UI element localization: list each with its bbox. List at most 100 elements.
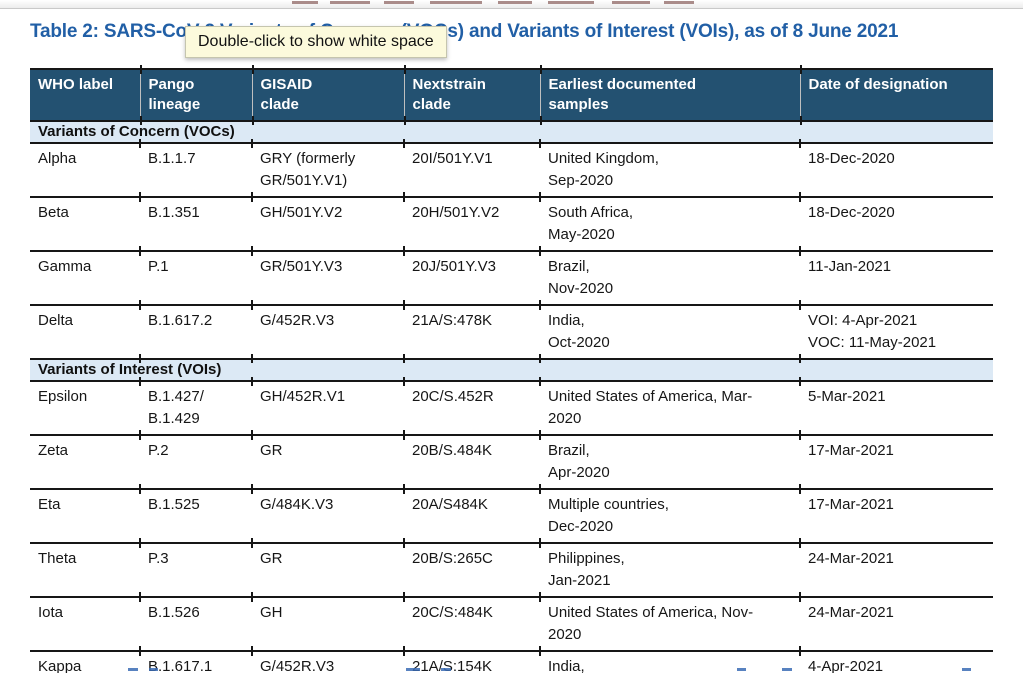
variants-table: WHO label Pango lineage GISAID clade Nex… <box>30 66 993 673</box>
table-title: Table 2: SARS-CoV-2 Variants of Concern … <box>30 21 899 42</box>
cropped-text-fragment <box>128 668 138 671</box>
cropped-text-fragment <box>330 1 370 4</box>
cell-pango-lineage: B.1.1.7 <box>139 140 252 202</box>
cell-earliest-samples: Philippines, Jan-2021 <box>539 540 800 602</box>
cell-date-designation: 18-Dec-2020 <box>799 194 993 256</box>
cell-gisaid-clade: GRY (formerly GR/501Y.V1) <box>251 140 404 202</box>
cell-earliest-samples: United States of America, Nov- 2020 <box>539 594 800 656</box>
cell-pango-lineage: B.1.427/ B.1.429 <box>139 378 252 440</box>
cell-gisaid-clade: G/452R.V3 <box>251 648 404 673</box>
cell-pango-lineage: P.2 <box>139 432 252 494</box>
section-row-vocs: Variants of Concern (VOCs) <box>30 120 993 144</box>
cell-gisaid-clade: GH/452R.V1 <box>251 378 404 440</box>
cell-pango-lineage: B.1.525 <box>139 486 252 548</box>
cell-date-designation: 17-Mar-2021 <box>799 486 993 548</box>
table-row-iota: Iota B.1.526 GH 20C/S:484K United States… <box>30 594 993 656</box>
cell-earliest-samples: Brazil, Nov-2020 <box>539 248 800 310</box>
cell-who-label: Delta <box>30 304 140 359</box>
cell-nextstrain-clade: 20H/501Y.V2 <box>403 194 540 256</box>
cropped-text-fragment <box>441 668 451 671</box>
cell-date-designation: 17-Mar-2021 <box>799 432 993 494</box>
cell-nextstrain-clade: 21A/S:478K <box>403 302 540 364</box>
cell-gisaid-clade: G/484K.V3 <box>251 486 404 548</box>
cropped-text-fragment <box>430 1 482 4</box>
cell-nextstrain-clade: 20I/501Y.V1 <box>403 140 540 202</box>
col-header-date-designation: Date of designation <box>799 66 993 126</box>
cell-gisaid-clade: GR/501Y.V3 <box>251 248 404 310</box>
cell-gisaid-clade: GR <box>251 540 404 602</box>
cell-who-label: Theta <box>30 542 140 597</box>
cell-date-designation: 24-Mar-2021 <box>799 540 993 602</box>
cell-nextstrain-clade: 20B/S:265C <box>403 540 540 602</box>
table-row-gamma: Gamma P.1 GR/501Y.V3 20J/501Y.V3 Brazil,… <box>30 248 993 310</box>
cell-who-label: Eta <box>30 488 140 543</box>
cropped-text-fragment <box>384 1 414 4</box>
cell-nextstrain-clade: 20B/S.484K <box>403 432 540 494</box>
cell-pango-lineage: P.3 <box>139 540 252 602</box>
cell-nextstrain-clade: 20A/S484K <box>403 486 540 548</box>
cropped-text-fragment <box>498 1 532 4</box>
cropped-text-fragment <box>962 668 971 671</box>
section-row-vois: Variants of Interest (VOIs) <box>30 358 993 382</box>
cell-earliest-samples: United States of America, Mar- 2020 <box>539 378 800 440</box>
cell-earliest-samples: Multiple countries, Dec-2020 <box>539 486 800 548</box>
cell-who-label: Epsilon <box>30 380 140 435</box>
table-row-delta: Delta B.1.617.2 G/452R.V3 21A/S:478K Ind… <box>30 302 993 364</box>
cell-pango-lineage: B.1.617.1 <box>139 648 252 673</box>
cell-who-label: Gamma <box>30 250 140 305</box>
cell-earliest-samples: India, Oct-2020 <box>539 648 800 673</box>
cell-earliest-samples: United Kingdom, Sep-2020 <box>539 140 800 202</box>
cell-date-designation: VOI: 4-Apr-2021 VOC: 11-May-2021 <box>799 302 993 364</box>
cell-date-designation: 18-Dec-2020 <box>799 140 993 202</box>
cell-earliest-samples: Brazil, Apr-2020 <box>539 432 800 494</box>
table-row-kappa: Kappa B.1.617.1 G/452R.V3 21A/S:154K Ind… <box>30 648 993 673</box>
col-header-who-label: WHO label <box>30 68 140 122</box>
cropped-text-fragment <box>782 668 792 671</box>
cropped-text-fragment <box>548 1 594 4</box>
table-row-eta: Eta B.1.525 G/484K.V3 20A/S484K Multiple… <box>30 486 993 548</box>
cell-pango-lineage: B.1.617.2 <box>139 302 252 364</box>
table-row-zeta: Zeta P.2 GR 20B/S.484K Brazil, Apr-2020 … <box>30 432 993 494</box>
table-row-theta: Theta P.3 GR 20B/S:265C Philippines, Jan… <box>30 540 993 602</box>
table-header-row: WHO label Pango lineage GISAID clade Nex… <box>30 66 993 126</box>
cell-gisaid-clade: GH <box>251 594 404 656</box>
col-header-gisaid-clade: GISAID clade <box>251 66 404 126</box>
cell-who-label: Kappa <box>30 650 140 673</box>
cell-who-label: Zeta <box>30 434 140 489</box>
col-header-pango-lineage: Pango lineage <box>139 66 252 126</box>
cell-gisaid-clade: GH/501Y.V2 <box>251 194 404 256</box>
section-label: Variants of Interest (VOIs) <box>30 358 993 382</box>
cropped-text-fragment <box>612 1 650 4</box>
browser-chrome-edge <box>0 0 1023 9</box>
cell-earliest-samples: South Africa, May-2020 <box>539 194 800 256</box>
cropped-text-fragment <box>664 1 694 4</box>
table-row-beta: Beta B.1.351 GH/501Y.V2 20H/501Y.V2 Sout… <box>30 194 993 256</box>
cropped-text-fragment <box>737 668 746 671</box>
cell-nextstrain-clade: 21A/S:154K <box>403 648 540 673</box>
cell-date-designation: 4-Apr-2021 <box>799 648 993 673</box>
cell-pango-lineage: P.1 <box>139 248 252 310</box>
cell-who-label: Beta <box>30 196 140 251</box>
cell-gisaid-clade: GR <box>251 432 404 494</box>
col-header-nextstrain-clade: Nextstrain clade <box>403 66 540 126</box>
section-label: Variants of Concern (VOCs) <box>30 120 993 144</box>
cropped-text-fragment <box>149 668 158 671</box>
cell-earliest-samples: India, Oct-2020 <box>539 302 800 364</box>
cropped-text-fragment <box>292 1 318 4</box>
cell-date-designation: 11-Jan-2021 <box>799 248 993 310</box>
table-row-alpha: Alpha B.1.1.7 GRY (formerly GR/501Y.V1) … <box>30 140 993 202</box>
cell-nextstrain-clade: 20J/501Y.V3 <box>403 248 540 310</box>
cell-nextstrain-clade: 20C/S:484K <box>403 594 540 656</box>
col-header-earliest-samples: Earliest documented samples <box>539 66 800 126</box>
cell-date-designation: 5-Mar-2021 <box>799 378 993 440</box>
cell-pango-lineage: B.1.351 <box>139 194 252 256</box>
whitespace-tooltip[interactable]: Double-click to show white space <box>185 26 447 58</box>
table-row-epsilon: Epsilon B.1.427/ B.1.429 GH/452R.V1 20C/… <box>30 378 993 440</box>
cell-who-label: Alpha <box>30 142 140 197</box>
cell-who-label: Iota <box>30 596 140 651</box>
cell-pango-lineage: B.1.526 <box>139 594 252 656</box>
cell-gisaid-clade: G/452R.V3 <box>251 302 404 364</box>
cell-nextstrain-clade: 20C/S.452R <box>403 378 540 440</box>
cell-date-designation: 24-Mar-2021 <box>799 594 993 656</box>
